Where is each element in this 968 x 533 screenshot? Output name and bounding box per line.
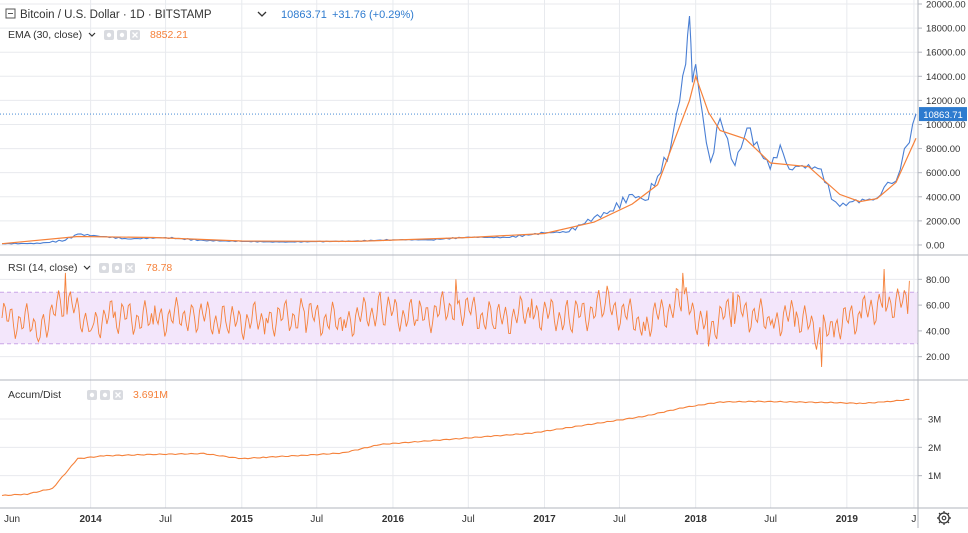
collapse-icon[interactable] (5, 8, 16, 19)
y-tick-label: 2M (928, 443, 941, 454)
main-legend[interactable]: Bitcoin / U.S. Dollar · 1D · BITSTAMP 10… (5, 8, 414, 21)
ema-legend[interactable]: EMA (30, close) 8852.21 (8, 29, 188, 41)
x-tick-label: 2016 (382, 514, 405, 525)
rsi-value: 78.78 (146, 262, 172, 274)
y-tick-label: 10000.00 (926, 120, 966, 131)
settings-gear-icon[interactable] (937, 511, 951, 525)
y-tick-label: 4000.00 (926, 192, 960, 203)
x-tick-label: 2018 (685, 514, 708, 525)
y-tick-label: 20000.00 (926, 0, 966, 11)
rsi-series-line (1, 268, 910, 368)
ad-value: 3.691M (133, 389, 168, 401)
ema-series-line (1, 74, 917, 245)
y-tick-label: 16000.00 (926, 48, 966, 59)
chevron-down-icon[interactable] (257, 11, 267, 17)
price-change: +31.76 (+0.29%) (332, 9, 414, 21)
y-tick-label: 2000.00 (926, 216, 960, 227)
x-tick-label: Jul (310, 514, 323, 525)
y-tick-label: 18000.00 (926, 24, 966, 35)
ema-value: 8852.21 (150, 29, 188, 41)
ad-series-line (1, 398, 910, 497)
y-tick-label: 0.00 (926, 240, 945, 251)
y-tick-label: 60.00 (926, 301, 950, 312)
x-tick-label: 2019 (836, 514, 859, 525)
y-tick-label: 20.00 (926, 352, 950, 363)
x-tick-label: Jul (462, 514, 475, 525)
y-tick-label: 1M (928, 471, 941, 482)
x-tick-label: Jul (764, 514, 777, 525)
last-price: 10863.71 (281, 9, 327, 21)
x-tick-label: 2017 (533, 514, 556, 525)
x-tick-label: Jun (4, 514, 20, 525)
ema-label: EMA (30, close) (8, 29, 82, 41)
rsi-label: RSI (14, close) (8, 262, 77, 274)
chevron-down-icon[interactable] (88, 32, 96, 37)
y-tick-label: 8000.00 (926, 144, 960, 155)
ad-legend[interactable]: Accum/Dist 3.691M (8, 389, 168, 401)
y-tick-label: 40.00 (926, 326, 950, 337)
x-tick-label: Jul (613, 514, 626, 525)
price-series-line (1, 15, 917, 245)
y-tick-label: 12000.00 (926, 96, 966, 107)
y-tick-label: 80.00 (926, 275, 950, 286)
last-price-badge (919, 107, 967, 122)
x-tick-label: 2014 (80, 514, 103, 525)
axis-layer: Jun 2014 Jul 2015 Jul 2016 Jul 2017 Jul 2018 Jul 20… (4, 0, 967, 525)
chevron-down-icon[interactable] (83, 265, 91, 270)
last-price-badge-label: 10863.71 (923, 110, 963, 121)
symbol-title: Bitcoin / U.S. Dollar · 1D · BITSTAMP (20, 9, 212, 21)
x-tick-label: Jul (159, 514, 172, 525)
rsi-legend[interactable]: RSI (14, close) 78.78 (8, 262, 172, 274)
y-tick-label: 14000.00 (926, 72, 966, 83)
x-tick-label: 2015 (231, 514, 254, 525)
x-tick-label: J (911, 514, 916, 525)
y-tick-label: 6000.00 (926, 168, 960, 179)
y-tick-label: 3M (928, 415, 941, 426)
ad-label: Accum/Dist (8, 389, 61, 401)
series-layer (1, 15, 917, 497)
